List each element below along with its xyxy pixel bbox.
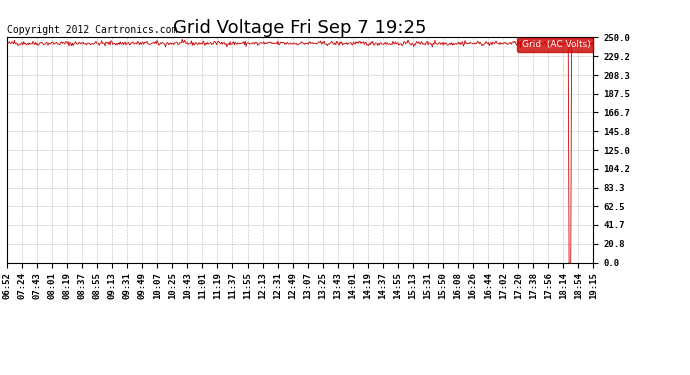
Title: Grid Voltage Fri Sep 7 19:25: Grid Voltage Fri Sep 7 19:25 (173, 20, 427, 38)
Text: Copyright 2012 Cartronics.com: Copyright 2012 Cartronics.com (7, 25, 177, 35)
Legend: Grid  (AC Volts): Grid (AC Volts) (518, 38, 593, 52)
